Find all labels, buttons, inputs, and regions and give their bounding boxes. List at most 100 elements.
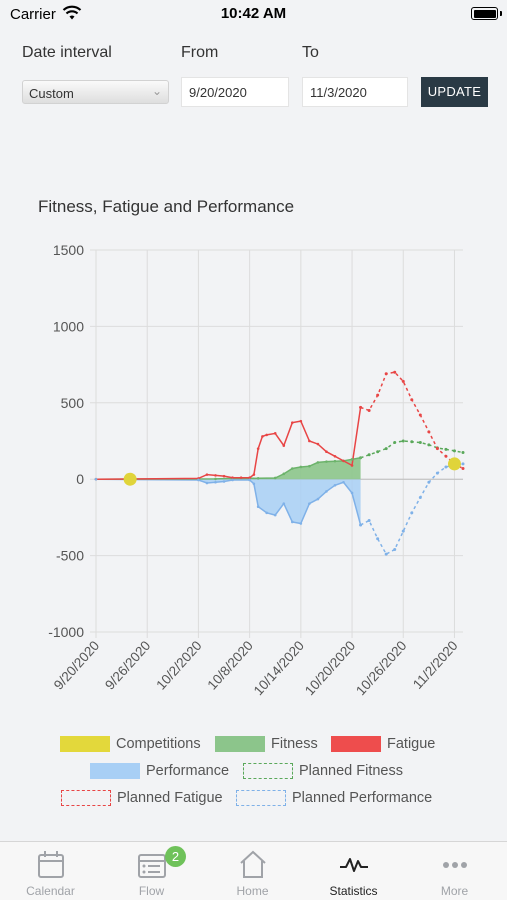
- fatigue-point: [273, 432, 277, 435]
- fitness-point: [308, 464, 311, 468]
- legend-label: Fitness: [271, 736, 318, 752]
- performance-point: [359, 523, 362, 527]
- fatigue-point: [252, 473, 256, 476]
- legend-item[interactable]: Fatigue: [331, 735, 435, 753]
- x-tick-label: 10/20/2020: [302, 638, 358, 698]
- tab-flow[interactable]: 2 Flow: [101, 842, 202, 900]
- x-tick-label: 10/14/2020: [251, 638, 307, 698]
- fitness-point: [282, 472, 286, 476]
- performance-point: [325, 490, 328, 493]
- fatigue-point: [214, 474, 217, 477]
- date-interval-label: Date interval: [22, 44, 112, 61]
- planned-fatigue-line-point: [410, 398, 414, 402]
- planned-performance-line-point: [410, 511, 414, 515]
- performance-point: [94, 477, 98, 481]
- legend-item[interactable]: Performance: [90, 762, 229, 780]
- planned-performance-line-point: [461, 462, 465, 466]
- planned-fatigue-line-point: [444, 454, 448, 458]
- wifi-icon: [62, 5, 82, 20]
- legend-label: Planned Performance: [292, 790, 433, 806]
- planned-performance-line-point: [444, 465, 448, 469]
- legend-item[interactable]: Planned Fatigue: [61, 789, 223, 807]
- planned-fitness-line-point: [427, 443, 431, 447]
- fitness-point: [299, 465, 303, 469]
- legend-item[interactable]: Planned Performance: [236, 789, 432, 807]
- planned-performance-line-point: [427, 480, 431, 484]
- performance-point: [291, 520, 294, 524]
- tab-label-home: Home: [236, 884, 269, 898]
- x-tick-label: 9/20/2020: [51, 638, 102, 693]
- to-date-field[interactable]: 11/3/2020: [302, 77, 408, 107]
- fatigue-point: [342, 459, 345, 463]
- planned-fitness-line-point: [452, 449, 456, 453]
- planned-fitness-line-point: [367, 453, 371, 457]
- fatigue-point: [265, 433, 268, 437]
- status-bar: Carrier 10:42 AM: [0, 0, 507, 30]
- planned-performance-line: [360, 463, 464, 556]
- performance-point: [197, 478, 200, 482]
- fatigue-point: [308, 439, 311, 443]
- y-tick-label: 0: [76, 471, 84, 487]
- fatigue-point: [231, 476, 234, 479]
- performance-point: [252, 482, 256, 486]
- legend-label: Performance: [146, 763, 230, 779]
- planned-fitness-line-point: [410, 440, 414, 444]
- performance-point: [205, 481, 209, 485]
- fitness-point: [214, 477, 217, 481]
- battery-tip: [500, 11, 502, 16]
- x-tick-label: 10/26/2020: [353, 638, 409, 698]
- legend-swatch: [60, 736, 110, 752]
- update-button[interactable]: UPDATE: [421, 77, 488, 107]
- planned-fitness-line-point: [444, 447, 448, 451]
- planned-fatigue-line-point: [393, 370, 397, 374]
- fatigue-point: [316, 442, 320, 446]
- planned-fatigue-line-point: [376, 393, 380, 397]
- date-interval-value: Custom: [29, 86, 74, 101]
- legend-label: Planned Fitness: [299, 763, 403, 779]
- planned-performance-line-point: [376, 537, 380, 541]
- calendar-icon: [38, 851, 64, 878]
- tab-calendar[interactable]: Calendar: [0, 842, 101, 900]
- tab-label-calendar: Calendar: [26, 884, 75, 898]
- date-interval-select[interactable]: Custom ⌄: [22, 80, 169, 104]
- tab-statistics[interactable]: Statistics: [303, 842, 404, 900]
- performance-point: [248, 478, 251, 482]
- planned-performance-line-point: [401, 529, 405, 533]
- planned-fatigue-line-point: [367, 408, 371, 412]
- tab-home[interactable]: Home: [202, 842, 303, 900]
- performance-point: [316, 497, 320, 501]
- legend-item[interactable]: Planned Fitness: [243, 762, 403, 780]
- planned-fatigue-line: [360, 371, 464, 470]
- planned-fatigue-line-point: [435, 447, 439, 451]
- planned-performance-line-point: [393, 547, 397, 551]
- y-tick-label: -500: [56, 548, 84, 564]
- planned-fitness-line-point: [418, 441, 422, 445]
- performance-point: [342, 480, 345, 484]
- tab-bar: Calendar 2 Flow Home Statistics: [0, 841, 507, 900]
- flow-icon: [138, 854, 166, 878]
- carrier-label: Carrier: [10, 6, 56, 23]
- x-tick-label: 10/2/2020: [153, 638, 204, 693]
- from-date-field[interactable]: 9/20/2020: [181, 77, 289, 107]
- planned-fatigue-line-point: [384, 372, 388, 376]
- planned-fatigue-line-point: [401, 379, 405, 383]
- legend-item[interactable]: Fitness: [215, 735, 318, 753]
- legend-label: Competitions: [116, 736, 201, 752]
- y-tick-label: 1000: [53, 318, 84, 334]
- planned-fitness-line: [360, 440, 464, 459]
- fatigue-point: [350, 464, 354, 467]
- performance-point: [299, 522, 303, 525]
- fatigue-point: [299, 419, 303, 423]
- performance-point: [308, 502, 311, 505]
- fatigue-point: [325, 450, 328, 453]
- tab-more[interactable]: More: [404, 842, 505, 900]
- performance-point: [256, 505, 260, 509]
- home-icon: [240, 850, 266, 878]
- tab-label-statistics: Statistics: [329, 884, 378, 898]
- legend-swatch: [215, 736, 265, 752]
- performance-point: [214, 480, 217, 484]
- performance-area: [96, 479, 361, 525]
- performance-point: [265, 511, 268, 515]
- y-tick-label: 500: [61, 395, 85, 411]
- legend-item[interactable]: Competitions: [60, 735, 201, 753]
